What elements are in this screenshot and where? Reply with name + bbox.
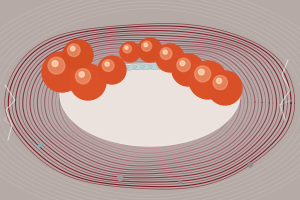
Ellipse shape: [193, 67, 202, 74]
Ellipse shape: [163, 65, 175, 70]
Circle shape: [178, 180, 182, 184]
Ellipse shape: [82, 71, 88, 78]
Ellipse shape: [178, 65, 190, 72]
Circle shape: [208, 71, 242, 105]
Circle shape: [248, 163, 252, 167]
Circle shape: [102, 60, 114, 71]
Ellipse shape: [225, 76, 230, 83]
Ellipse shape: [228, 78, 233, 84]
Circle shape: [144, 43, 148, 47]
Circle shape: [75, 69, 91, 84]
Circle shape: [118, 176, 122, 180]
Circle shape: [217, 78, 222, 83]
Ellipse shape: [186, 66, 196, 73]
Circle shape: [38, 144, 41, 146]
Ellipse shape: [155, 65, 168, 70]
Circle shape: [156, 44, 184, 72]
Ellipse shape: [67, 79, 72, 84]
Ellipse shape: [206, 69, 214, 77]
Circle shape: [163, 50, 167, 54]
Ellipse shape: [98, 67, 107, 74]
Circle shape: [120, 42, 140, 62]
Circle shape: [63, 40, 93, 70]
Ellipse shape: [86, 69, 94, 77]
Ellipse shape: [230, 81, 235, 86]
Circle shape: [48, 57, 65, 74]
Circle shape: [42, 52, 82, 92]
Ellipse shape: [212, 70, 219, 78]
Circle shape: [105, 62, 109, 66]
Circle shape: [70, 46, 75, 51]
Circle shape: [199, 69, 204, 75]
Ellipse shape: [73, 74, 79, 81]
Circle shape: [68, 44, 80, 56]
Ellipse shape: [104, 66, 114, 73]
Circle shape: [138, 38, 162, 62]
Circle shape: [70, 64, 106, 100]
Ellipse shape: [118, 65, 129, 71]
Ellipse shape: [77, 72, 83, 79]
Circle shape: [52, 61, 58, 67]
Circle shape: [123, 45, 131, 53]
Ellipse shape: [92, 68, 100, 75]
Ellipse shape: [148, 65, 160, 70]
Circle shape: [180, 61, 185, 66]
Ellipse shape: [200, 68, 208, 75]
Ellipse shape: [111, 65, 121, 72]
Circle shape: [160, 48, 172, 59]
Ellipse shape: [232, 84, 236, 89]
Circle shape: [189, 61, 227, 99]
Ellipse shape: [125, 65, 136, 70]
Ellipse shape: [171, 65, 183, 71]
Ellipse shape: [65, 81, 70, 86]
Ellipse shape: [217, 72, 223, 80]
Circle shape: [195, 66, 211, 82]
Ellipse shape: [221, 74, 227, 81]
Circle shape: [79, 72, 84, 77]
Circle shape: [172, 54, 204, 86]
Circle shape: [213, 75, 227, 90]
Circle shape: [98, 56, 126, 84]
Polygon shape: [60, 64, 240, 146]
Ellipse shape: [70, 76, 75, 83]
Ellipse shape: [132, 65, 144, 70]
Ellipse shape: [140, 65, 152, 70]
Circle shape: [142, 41, 152, 51]
Circle shape: [125, 46, 128, 49]
Circle shape: [177, 58, 190, 72]
